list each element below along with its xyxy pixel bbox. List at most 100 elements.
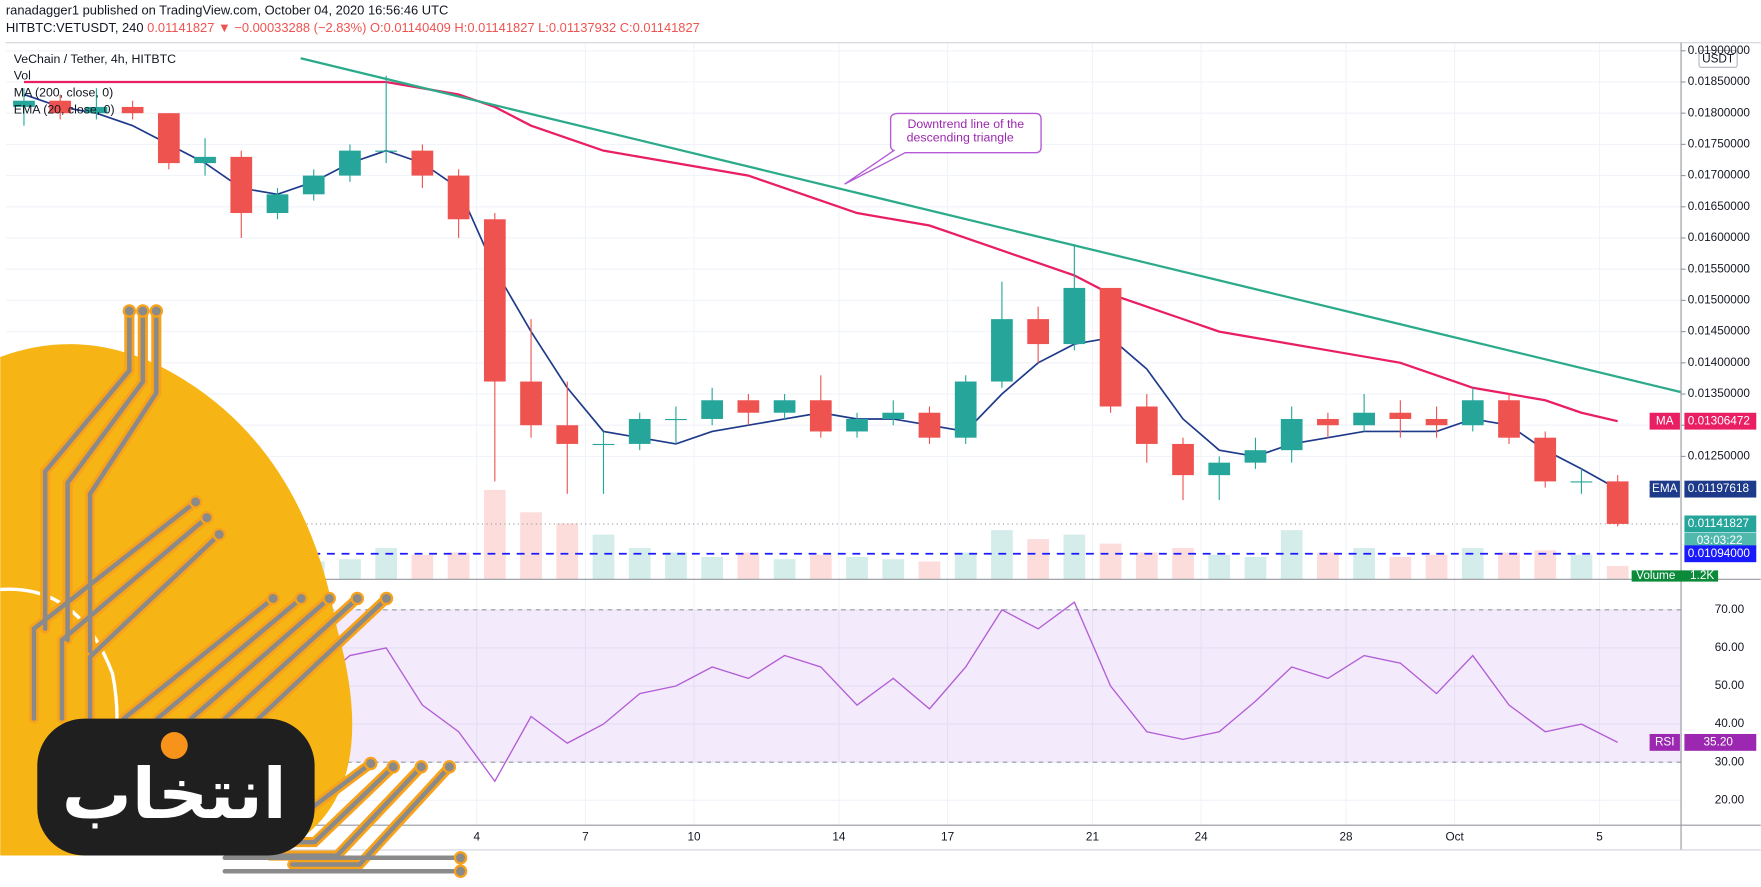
x-tick-label: 5 (1596, 831, 1603, 844)
symbol: HITBTC:VETUSDT, 240 (6, 21, 144, 36)
tag-box (1649, 733, 1680, 751)
price-box (1684, 515, 1757, 533)
candle-body (1172, 443, 1194, 476)
candle-body (665, 418, 687, 421)
tag-value: 0.01197618 (1688, 482, 1750, 495)
candle-body (85, 106, 108, 114)
candle-body (991, 319, 1013, 382)
volume-bar (954, 552, 977, 580)
countdown: 03:03:22 (1697, 534, 1743, 547)
candle-body (1425, 418, 1448, 426)
volume-bar (483, 489, 506, 580)
ma-line (23, 80, 1618, 423)
volume-bar (809, 554, 832, 580)
candle-body (1353, 412, 1375, 426)
volume-bar (628, 548, 651, 580)
volume-bar (1353, 548, 1375, 580)
volume-bar (1606, 565, 1629, 580)
candle-body (737, 400, 760, 413)
candle-body (592, 443, 615, 446)
volume-bar (882, 559, 905, 580)
volume-bar (1570, 554, 1593, 580)
price-box (1684, 733, 1757, 751)
candle-body (846, 418, 868, 432)
x-tick-label: 17 (941, 831, 954, 844)
y-tick-label: 0.01750000 (1688, 137, 1751, 150)
annotation-text: descending triangle (907, 130, 1014, 144)
candle-body (1606, 481, 1629, 524)
volume-bar (1461, 548, 1484, 580)
x-tick-label: 28 (1339, 831, 1353, 844)
tag-name: RSI (1655, 736, 1675, 749)
volume-bar (665, 552, 687, 580)
y-tick-label: 0.01500000 (1688, 294, 1751, 307)
volume-bar (1389, 556, 1412, 580)
candle-body (339, 150, 361, 176)
candle-body (411, 150, 434, 176)
volume-bar (1027, 539, 1049, 580)
candle-body (1027, 319, 1049, 345)
rsi-value: 35.20 (1704, 736, 1734, 749)
countdown-box (1684, 532, 1757, 549)
volume-bar (1498, 552, 1520, 580)
volume-bar (773, 559, 796, 580)
x-tick-label: 7 (582, 831, 589, 844)
x-tick-label: 24 (1195, 831, 1209, 844)
volume-bar (411, 554, 434, 580)
y-tick-label: 30.00 (1715, 755, 1745, 768)
volume-bar (1135, 552, 1158, 580)
volume-bar (520, 512, 542, 580)
candle-body (1389, 412, 1412, 419)
y-tick-label: 70.00 (1715, 603, 1745, 616)
publisher: ranadagger1 published on TradingView.com… (6, 3, 448, 18)
last-price-label: 0.01141827 (1688, 517, 1749, 530)
candle-body (1498, 400, 1520, 438)
candle-body (1099, 287, 1122, 407)
y-tick-label: 0.01350000 (1688, 387, 1751, 400)
candle-body (194, 156, 216, 164)
x-tick-label: 21 (1086, 831, 1099, 844)
volume-bar (1099, 543, 1122, 580)
volume-bar (991, 530, 1013, 580)
tag-box (1649, 480, 1680, 498)
tag-value: 0.01306472 (1688, 414, 1750, 427)
axis-labels: 47101417212428Oct50.012500000.013000000.… (473, 44, 1757, 844)
y-tick-label: 0.01900000 (1688, 44, 1751, 57)
candle-body (1461, 400, 1484, 426)
candle-body (1063, 287, 1086, 345)
y-tick-label: 60.00 (1715, 641, 1745, 654)
annotation-text: Downtrend line of the (908, 117, 1025, 131)
volume-bar (846, 556, 868, 580)
volume-bar (447, 552, 470, 580)
volume-bar (1280, 530, 1303, 580)
candle-body (628, 418, 651, 444)
candle-body (447, 175, 470, 220)
tag-name: MA (1656, 414, 1674, 427)
volume-bar (1244, 556, 1267, 580)
candle-body (230, 156, 253, 214)
price-box (1684, 545, 1757, 563)
candle-body (1317, 418, 1339, 426)
price-box (1684, 412, 1757, 430)
tag-box (1649, 412, 1680, 430)
candle-body (773, 400, 796, 413)
candle-body (882, 412, 905, 419)
x-tick-label: Oct (1446, 831, 1465, 844)
x-tick-label: 4 (473, 831, 480, 844)
candle-body (556, 425, 579, 444)
candle-body (809, 400, 832, 432)
annotation-callout (844, 112, 1042, 185)
y-tick-label: 0.01600000 (1688, 231, 1751, 244)
x-tick-label: 10 (687, 831, 701, 844)
candle-body (1244, 450, 1267, 463)
tag-name: EMA (1652, 482, 1678, 495)
volume-bar (1063, 534, 1086, 580)
candle-body (121, 106, 144, 114)
y-tick-label: 0.01550000 (1688, 262, 1751, 275)
y-tick-label: 50.00 (1715, 679, 1745, 692)
volume-bar (1425, 554, 1448, 580)
y-tick-label: 0.01450000 (1688, 325, 1751, 338)
candle-body (157, 113, 180, 164)
